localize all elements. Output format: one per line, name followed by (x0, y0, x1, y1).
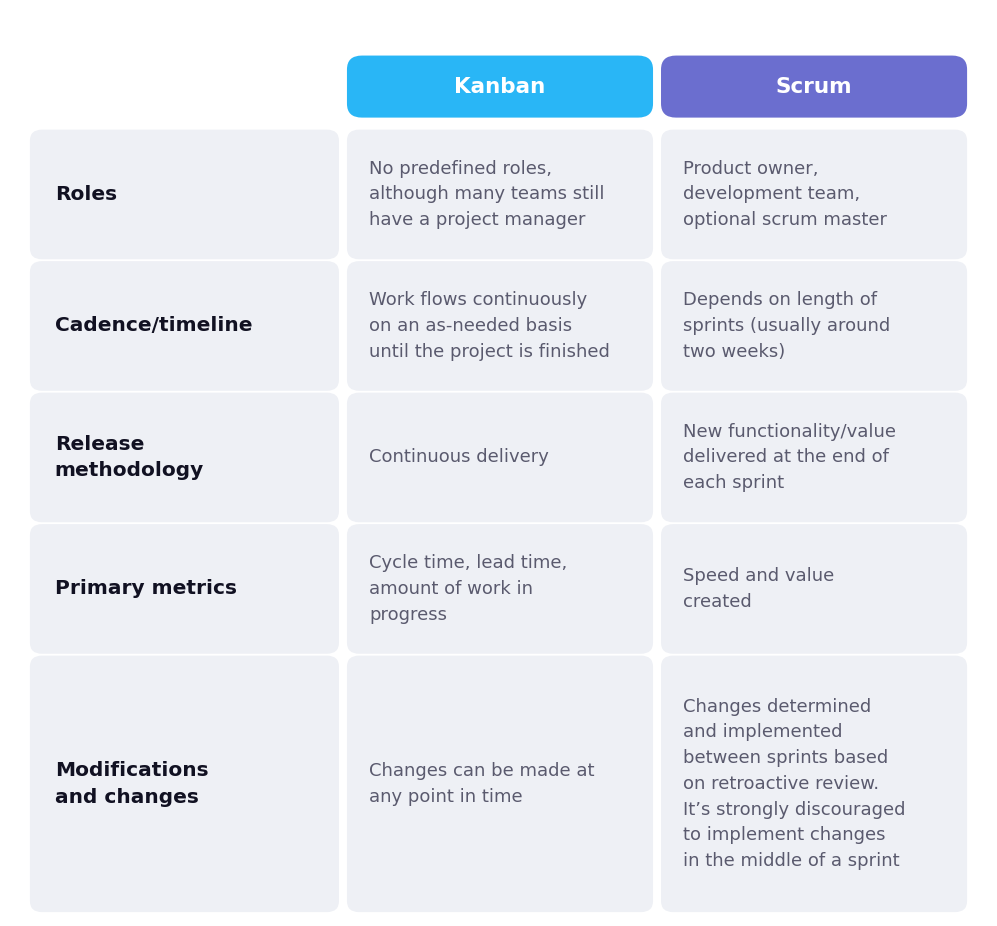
FancyBboxPatch shape (661, 524, 967, 654)
Text: Product owner,
development team,
optional scrum master: Product owner, development team, optiona… (683, 160, 887, 229)
FancyBboxPatch shape (30, 130, 339, 259)
FancyBboxPatch shape (30, 393, 339, 522)
Text: No predefined roles,
although many teams still
have a project manager: No predefined roles, although many teams… (369, 160, 604, 229)
FancyBboxPatch shape (347, 130, 653, 259)
FancyBboxPatch shape (347, 261, 653, 391)
FancyBboxPatch shape (30, 656, 339, 912)
FancyBboxPatch shape (30, 261, 339, 391)
FancyBboxPatch shape (347, 393, 653, 522)
Text: Changes can be made at
any point in time: Changes can be made at any point in time (369, 762, 594, 806)
Text: Modifications
and changes: Modifications and changes (55, 761, 208, 807)
Text: Cycle time, lead time,
amount of work in
progress: Cycle time, lead time, amount of work in… (369, 555, 567, 623)
FancyBboxPatch shape (347, 656, 653, 912)
Text: Release
methodology: Release methodology (55, 434, 204, 481)
Text: Primary metrics: Primary metrics (55, 580, 237, 598)
FancyBboxPatch shape (661, 56, 967, 118)
Text: Continuous delivery: Continuous delivery (369, 448, 548, 467)
FancyBboxPatch shape (661, 261, 967, 391)
Text: New functionality/value
delivered at the end of
each sprint: New functionality/value delivered at the… (683, 423, 896, 492)
Text: Depends on length of
sprints (usually around
two weeks): Depends on length of sprints (usually ar… (683, 292, 890, 360)
Text: Cadence/timeline: Cadence/timeline (55, 317, 252, 335)
FancyBboxPatch shape (347, 524, 653, 654)
Text: Scrum: Scrum (776, 77, 852, 96)
Text: Roles: Roles (55, 185, 117, 204)
FancyBboxPatch shape (661, 656, 967, 912)
Text: Work flows continuously
on an as-needed basis
until the project is finished: Work flows continuously on an as-needed … (369, 292, 610, 360)
FancyBboxPatch shape (347, 56, 653, 118)
FancyBboxPatch shape (661, 130, 967, 259)
FancyBboxPatch shape (661, 393, 967, 522)
Text: Kanban: Kanban (455, 77, 545, 96)
Text: Changes determined
and implemented
between sprints based
on retroactive review.
: Changes determined and implemented betwe… (683, 698, 905, 870)
Text: Speed and value
created: Speed and value created (683, 567, 834, 611)
FancyBboxPatch shape (30, 524, 339, 654)
